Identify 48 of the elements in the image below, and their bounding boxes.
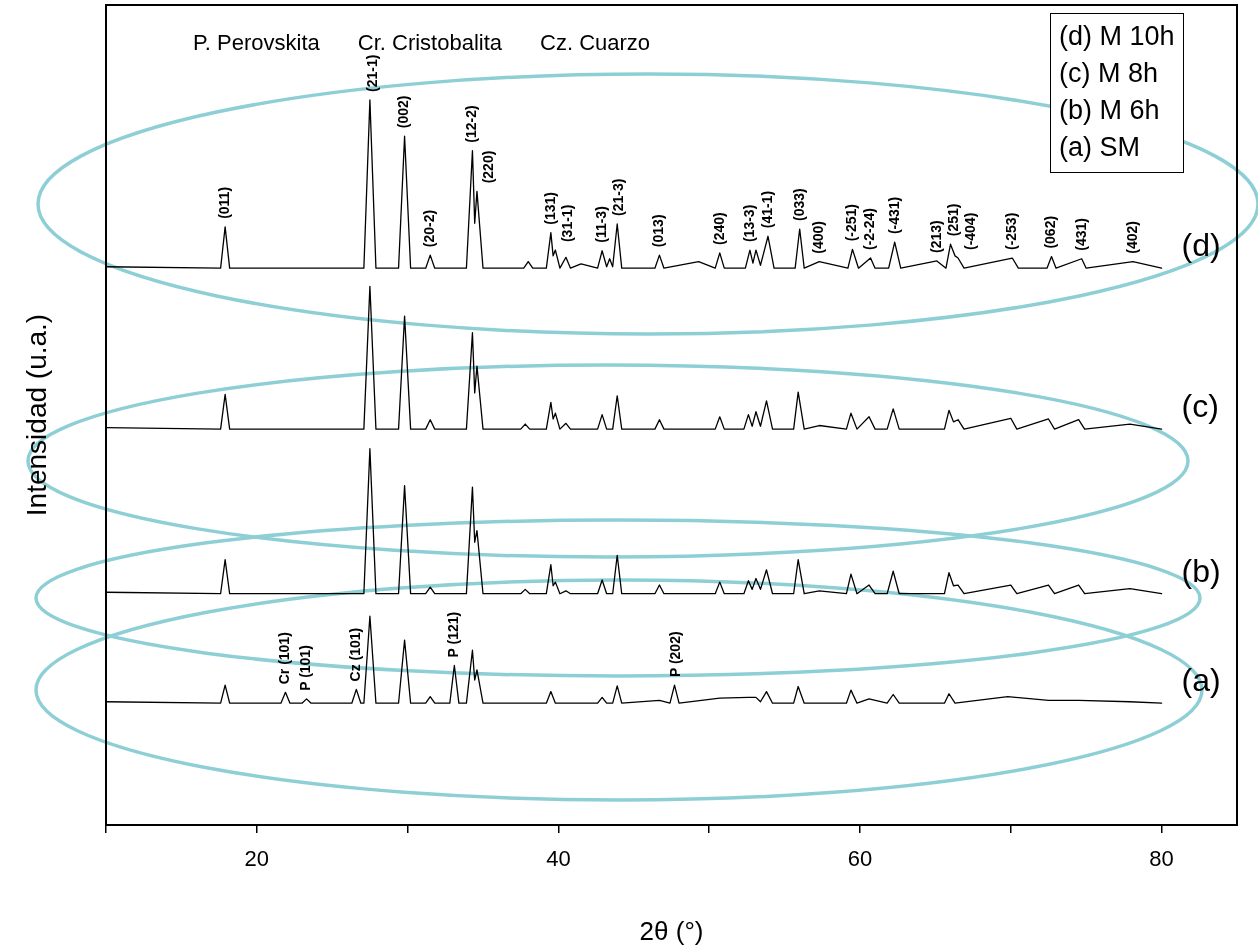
series-label: (b) bbox=[1181, 552, 1221, 589]
text: Cr. Cristobalita bbox=[357, 30, 503, 55]
annotation: (400) bbox=[810, 220, 827, 254]
text: P. Perovskita bbox=[193, 30, 320, 56]
annotation: (-431) bbox=[885, 196, 902, 235]
x-tick-label: 20 bbox=[244, 846, 270, 872]
annotation: (033) bbox=[790, 188, 807, 222]
annotation: (013) bbox=[650, 214, 667, 248]
x-axis-title: 2θ (°) bbox=[639, 915, 704, 946]
annotation: P (202) bbox=[667, 631, 684, 678]
series-label: (c) bbox=[1181, 387, 1219, 424]
annotation: (251) bbox=[944, 203, 961, 237]
y-axis-title: Intensidad (u.a.) bbox=[20, 313, 52, 517]
annotation: (b) M 6h bbox=[1059, 94, 1161, 127]
x-tick-label: 60 bbox=[847, 846, 873, 872]
annotation: (062) bbox=[1042, 215, 1059, 249]
series-label: (d) bbox=[1181, 227, 1221, 264]
annotation: Cz (101) bbox=[347, 627, 364, 682]
annotation: (431) bbox=[1072, 218, 1089, 251]
annotation: (31-1) bbox=[558, 204, 575, 243]
annotation: (a) SM bbox=[1059, 131, 1141, 164]
text: (d) M 10h bbox=[1059, 20, 1175, 53]
annotation: (12-2) bbox=[463, 105, 480, 143]
annotation: (21-3) bbox=[609, 178, 626, 216]
text: Cz. Cuarzo bbox=[540, 30, 651, 56]
annotation: (-253) bbox=[1003, 212, 1020, 251]
annotation: (-404) bbox=[961, 212, 978, 251]
annotation: (131) bbox=[541, 191, 558, 225]
annotation: (402) bbox=[1123, 220, 1140, 254]
annotation: (-251) bbox=[843, 203, 860, 242]
annotation: Cr (101) bbox=[276, 632, 293, 685]
annotation: (011) bbox=[215, 186, 232, 219]
annotation: (41-1) bbox=[758, 190, 775, 229]
annotation: (213) bbox=[927, 220, 944, 253]
annotation: (220) bbox=[480, 150, 497, 184]
annotation: (21-1) bbox=[364, 54, 381, 92]
annotation: P (101) bbox=[297, 645, 314, 691]
x-tick-label: 40 bbox=[546, 846, 571, 872]
annotation: (13-3) bbox=[740, 204, 757, 243]
text: (c) M 8h bbox=[1059, 57, 1159, 90]
annotation: (11-3) bbox=[592, 206, 609, 243]
annotation: (20-2) bbox=[421, 209, 438, 248]
annotation: (240) bbox=[710, 212, 727, 245]
series-label: (a) bbox=[1181, 662, 1221, 699]
annotation: (-2-24) bbox=[861, 208, 878, 251]
annotation: P (121) bbox=[445, 611, 462, 658]
x-tick-label: 80 bbox=[1149, 846, 1174, 872]
annotation: (002) bbox=[395, 95, 412, 129]
